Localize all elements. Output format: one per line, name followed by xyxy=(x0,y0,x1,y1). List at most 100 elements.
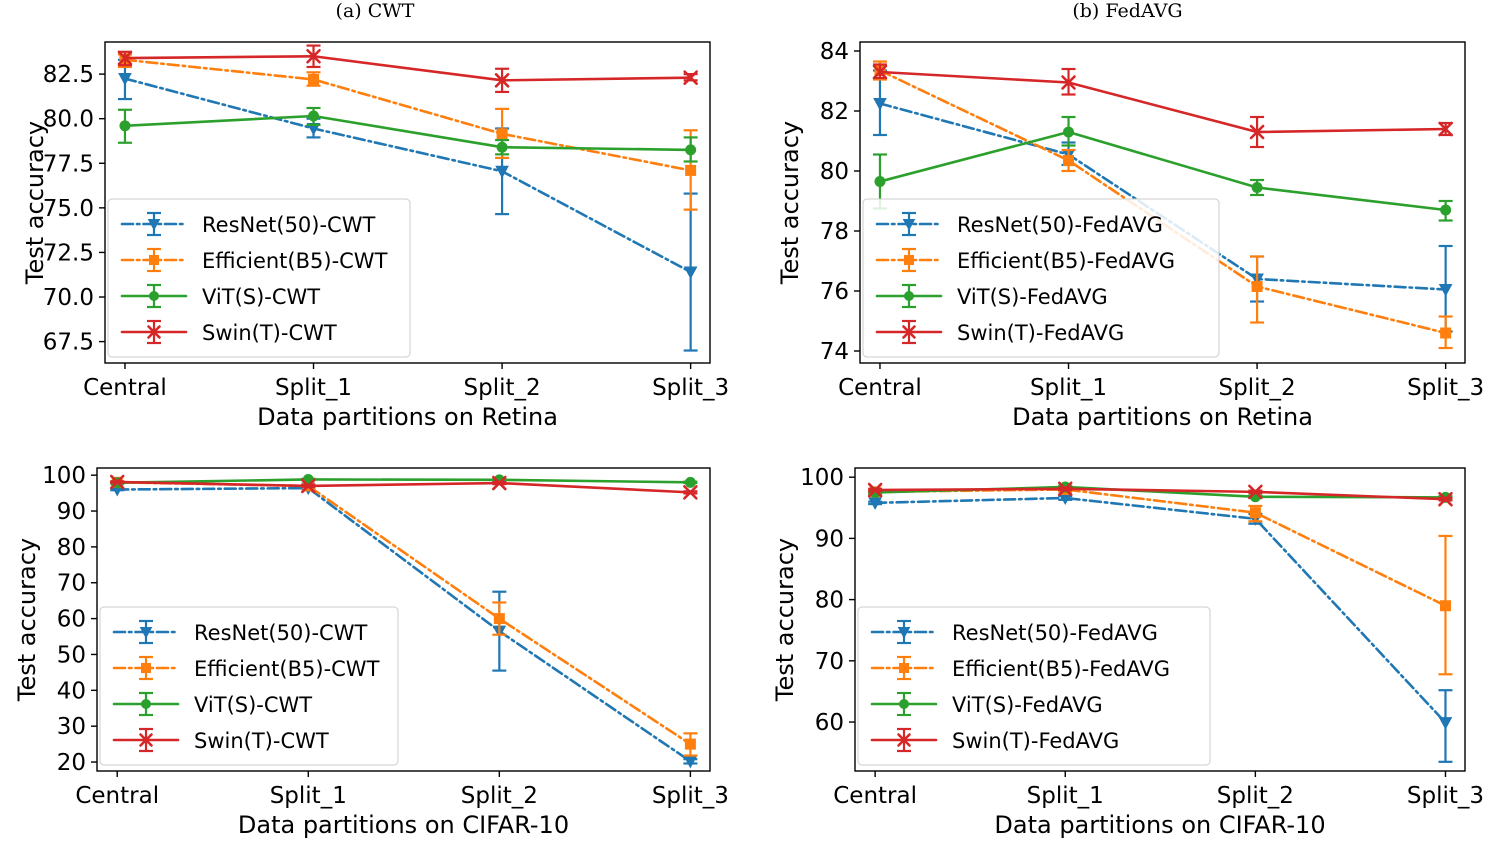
data-point-marker xyxy=(902,219,916,231)
y-tick-label: 77.5 xyxy=(43,151,94,177)
data-point-marker xyxy=(1249,124,1265,140)
y-axis-label: Test accuracy xyxy=(776,121,804,285)
legend-entry-label: Efficient(B5)-FedAVG xyxy=(957,249,1175,273)
legend-entry-label: Efficient(B5)-CWT xyxy=(194,657,380,681)
series-Swin(T)-FedAVG xyxy=(872,63,1453,149)
series-Swin(T)-FedAVG xyxy=(867,481,1453,507)
y-tick-label: 60 xyxy=(815,710,844,736)
y-tick-label: 100 xyxy=(42,463,86,489)
data-point-marker xyxy=(141,663,151,673)
chart-panel-a: (a) CWT 67.5 70.0 72.5 75.0 77.5 80.0 82.5 Cent… xyxy=(0,0,750,430)
x-tick-label: Split_3 xyxy=(1407,783,1484,809)
x-tick-label: Central xyxy=(833,783,917,809)
legend-entry-label: ViT(S)-FedAVG xyxy=(952,693,1103,717)
series-Swin(T)-CWT xyxy=(117,44,698,94)
data-point-marker xyxy=(118,73,132,86)
chart-panel-b: (b) FedAVG 74 76 78 80 82 84 Central Split_1 Spl… xyxy=(750,0,1505,430)
data-point-marker xyxy=(119,120,131,132)
series-ViT(S)-FedAVG xyxy=(868,481,1453,503)
legend-entry-label: ResNet(50)-FedAVG xyxy=(957,213,1163,237)
data-point-marker xyxy=(1251,281,1263,292)
series-line xyxy=(873,496,1447,724)
data-point-marker xyxy=(1440,204,1452,216)
y-tick-label: 82.5 xyxy=(43,62,94,88)
data-point-marker xyxy=(308,73,320,85)
legend: ResNet(50)-FedAVG Efficient(B5)-FedAVG ViT… xyxy=(862,198,1220,358)
legend-entry-label: Swin(T)-CWT xyxy=(202,321,337,345)
legend-background xyxy=(99,606,399,766)
legend: ResNet(50)-CWT Efficient(B5)-CWT ViT(S)-CW… xyxy=(99,606,399,766)
x-tick-label: Split_1 xyxy=(1030,375,1107,401)
axes-frame xyxy=(859,41,1466,364)
data-point-marker xyxy=(149,255,159,265)
data-point-marker xyxy=(300,478,316,494)
legend-entry-label: ViT(S)-CWT xyxy=(194,693,312,717)
x-axis-label: Data partitions on Retina xyxy=(257,403,558,430)
data-point-marker xyxy=(492,475,507,491)
data-point-marker xyxy=(897,627,911,639)
y-tick-label: 82 xyxy=(820,99,849,125)
data-point-marker xyxy=(899,663,909,673)
data-point-marker xyxy=(1440,327,1452,339)
data-point-marker xyxy=(139,733,153,747)
data-point-marker xyxy=(867,482,883,498)
series-line xyxy=(115,486,692,763)
data-point-marker xyxy=(496,141,508,153)
data-point-marker xyxy=(1438,717,1453,730)
series-ViT(S)-FedAVG xyxy=(872,115,1453,222)
legend-entry-label: ResNet(50)-CWT xyxy=(202,213,375,237)
legend: ResNet(50)-FedAVG Efficient(B5)-FedAVG ViT… xyxy=(857,606,1211,766)
data-point-marker xyxy=(139,627,153,639)
legend-entry-label: Swin(T)-FedAVG xyxy=(952,729,1119,753)
data-point-marker xyxy=(495,165,509,179)
legend-background xyxy=(862,198,1220,358)
data-point-marker xyxy=(1061,75,1076,90)
series-line xyxy=(873,488,1447,608)
legend-entry-label: ViT(S)-CWT xyxy=(202,285,320,309)
data-point-marker xyxy=(899,699,909,709)
data-point-marker xyxy=(1438,284,1453,297)
x-tick-label: Split_3 xyxy=(652,375,729,401)
x-axis-label: Data partitions on CIFAR-10 xyxy=(994,811,1325,839)
y-tick-label: 90 xyxy=(57,499,86,525)
y-tick-label: 80.0 xyxy=(43,107,94,133)
data-point-marker xyxy=(685,164,697,176)
y-tick-label: 40 xyxy=(57,678,86,704)
data-point-marker xyxy=(496,128,508,140)
plot-area-panel-b-retina-fedavg: 74 76 78 80 82 84 Central Split_1 Split_2 Split_3… xyxy=(776,39,1484,430)
axes-frame xyxy=(854,467,1466,772)
data-point-marker xyxy=(308,110,320,122)
x-axis-label: Data partitions on CIFAR-10 xyxy=(238,811,569,839)
data-point-marker xyxy=(897,733,911,747)
legend-entry-label: Efficient(B5)-CWT xyxy=(202,249,388,273)
data-point-marker xyxy=(874,176,886,187)
legend-background xyxy=(107,198,411,358)
data-point-marker xyxy=(494,73,510,88)
data-point-marker xyxy=(684,476,696,488)
data-point-marker xyxy=(149,291,159,301)
plot-area-panel-c-cifar-cwt: 20 30 40 50 60 70 80 90 100 Central Split_1 Split_2… xyxy=(13,463,729,839)
series-line xyxy=(873,487,1447,501)
data-point-marker xyxy=(1251,182,1263,193)
x-tick-label: Split_3 xyxy=(1407,375,1484,401)
plot-area-panel-a-retina-cwt: 67.5 70.0 72.5 75.0 77.5 80.0 82.5 Central Split… xyxy=(21,41,729,430)
data-point-marker xyxy=(1057,481,1073,497)
x-tick-label: Central xyxy=(83,375,167,401)
x-tick-label: Split_1 xyxy=(1027,783,1104,809)
y-tick-label: 90 xyxy=(815,526,844,552)
data-point-marker xyxy=(872,64,888,80)
y-tick-label: 20 xyxy=(57,750,86,776)
y-tick-label: 78 xyxy=(820,219,849,245)
x-tick-label: Split_2 xyxy=(1217,783,1294,809)
x-tick-label: Split_2 xyxy=(461,783,538,809)
y-tick-label: 84 xyxy=(820,39,849,65)
series-ViT(S)-CWT xyxy=(117,106,698,163)
series-line xyxy=(123,58,692,172)
data-point-marker xyxy=(904,255,914,265)
data-point-marker xyxy=(683,755,698,769)
x-tick-label: Split_1 xyxy=(270,783,347,809)
data-point-marker xyxy=(493,613,505,625)
y-tick-label: 50 xyxy=(57,642,86,668)
legend-background xyxy=(857,606,1211,766)
y-axis-label: Test accuracy xyxy=(771,538,799,702)
